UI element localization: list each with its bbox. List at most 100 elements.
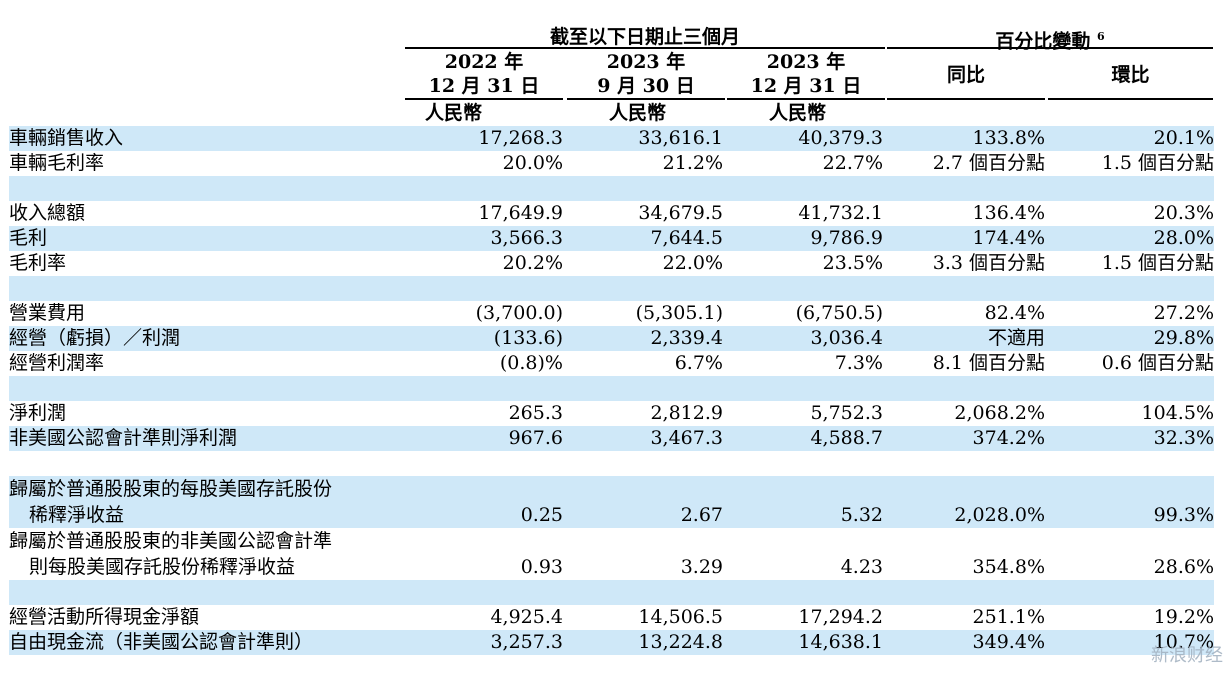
cell: 0.25 xyxy=(405,476,563,528)
col2-currency: 人民幣 xyxy=(609,102,667,124)
cell: 27.2% xyxy=(1153,302,1214,324)
cell: 3.29 xyxy=(680,556,723,578)
col2-rule xyxy=(567,98,725,100)
cell: 21.2% xyxy=(662,152,723,174)
spacer-row xyxy=(9,276,1214,301)
cell: 1.5 個百分點 xyxy=(1101,252,1214,274)
cell: 174.4% xyxy=(883,226,1045,251)
row-label: 收入總額 xyxy=(9,202,86,224)
row-label: 車輛銷售收入 xyxy=(9,126,405,151)
row-label: 經營活動所得現金淨額 xyxy=(9,606,200,628)
cell: 2.7 個百分點 xyxy=(932,152,1045,174)
cell: 32.3% xyxy=(1045,426,1214,451)
period-group-header: 截至以下日期止三個月 xyxy=(549,26,740,48)
cell: 20.3% xyxy=(1153,202,1214,224)
cell: 0.6 個百分點 xyxy=(1101,352,1214,374)
cell: 4,925.4 xyxy=(490,606,563,628)
cell: 3,036.4 xyxy=(723,326,883,351)
cell: 17,268.3 xyxy=(405,126,563,151)
cell: 7,644.5 xyxy=(563,226,723,251)
row-label-line2: 則每股美國存託股份稀釋淨收益 xyxy=(29,556,296,578)
cell: 349.4% xyxy=(883,630,1045,655)
row-label: 非美國公認會計準則淨利潤 xyxy=(9,426,405,451)
row-label: 自由現金流（非美國公認會計準則） xyxy=(9,630,405,655)
table-row: 自由現金流（非美國公認會計準則） 3,257.3 13,224.8 14,638… xyxy=(9,630,1214,655)
row-label: 歸屬於普通股股東的非美國公認會計準 則每股美國存託股份稀釋淨收益 xyxy=(9,528,405,580)
col1-year: 2022 年 xyxy=(444,51,524,73)
row-label: 經營（虧損）／利潤 xyxy=(9,326,405,351)
row-label: 毛利率 xyxy=(9,252,67,274)
cell: 28.0% xyxy=(1045,226,1214,251)
table-row: 歸屬於普通股股東的每股美國存託股份 稀釋淨收益 0.25 2.67 5.32 2,… xyxy=(9,476,1214,528)
cell: 34,679.5 xyxy=(638,202,723,224)
cell: 136.4% xyxy=(972,202,1045,224)
table-row: 收入總額 17,649.9 34,679.5 41,732.1 136.4% 2… xyxy=(9,201,1214,226)
cell: 20.0% xyxy=(502,152,563,174)
table-row: 毛利 3,566.3 7,644.5 9,786.9 174.4% 28.0% xyxy=(9,226,1214,251)
row-label: 歸屬於普通股股東的每股美國存託股份 稀釋淨收益 xyxy=(9,476,405,528)
table-row: 非美國公認會計準則淨利潤 967.6 3,467.3 4,588.7 374.2… xyxy=(9,426,1214,451)
cell: 133.8% xyxy=(883,126,1045,151)
table-row: 營業費用 (3,700.0) (5,305.1) (6,750.5) 82.4%… xyxy=(9,301,1214,326)
cell: 2,812.9 xyxy=(650,402,723,424)
cell: (0.8)% xyxy=(499,352,563,374)
watermark-logo: 新浪财经 xyxy=(1151,645,1223,666)
cell: 2,068.2% xyxy=(954,402,1045,424)
cell: 374.2% xyxy=(883,426,1045,451)
cell: 20.1% xyxy=(1045,126,1214,151)
table-row: 歸屬於普通股股東的非美國公認會計準 則每股美國存託股份稀釋淨收益 0.93 3.2… xyxy=(9,528,1214,580)
cell: 82.4% xyxy=(984,302,1045,324)
yoy-header: 同比 xyxy=(946,64,985,86)
col2-year: 2023 年 xyxy=(606,51,686,73)
cell: 4.23 xyxy=(840,556,883,578)
cell: 40,379.3 xyxy=(723,126,883,151)
cell: 41,732.1 xyxy=(798,202,883,224)
table-row: 經營活動所得現金淨額 4,925.4 14,506.5 17,294.2 251… xyxy=(9,605,1214,630)
cell: 23.5% xyxy=(822,252,883,274)
cell: 1.5 個百分點 xyxy=(1101,152,1214,174)
cell: 28.6% xyxy=(1153,556,1214,578)
table-row: 車輛毛利率 20.0% 21.2% 22.7% 2.7 個百分點 1.5 個百分… xyxy=(9,151,1214,176)
yoy-rule xyxy=(887,98,1045,100)
cell: (6,750.5) xyxy=(795,302,883,324)
cell: 4,588.7 xyxy=(723,426,883,451)
footnote-marker: 6 xyxy=(1096,30,1105,43)
cell: 967.6 xyxy=(405,426,563,451)
cell: (3,700.0) xyxy=(475,302,563,324)
cell: 不適用 xyxy=(883,326,1045,351)
cell: 7.3% xyxy=(834,352,883,374)
cell: 29.8% xyxy=(1045,326,1214,351)
cell: 3,467.3 xyxy=(563,426,723,451)
change-group-label: 百分比變動 xyxy=(995,30,1091,53)
financial-summary-table: 車輛銷售收入 17,268.3 33,616.1 40,379.3 133.8%… xyxy=(9,126,1214,655)
col1-date: 12 月 31 日 xyxy=(428,75,540,97)
cell: 22.0% xyxy=(662,252,723,274)
cell: 104.5% xyxy=(1141,402,1214,424)
table-row: 淨利潤 265.3 2,812.9 5,752.3 2,068.2% 104.5… xyxy=(9,401,1214,426)
row-label: 毛利 xyxy=(9,226,405,251)
cell: 3,257.3 xyxy=(405,630,563,655)
col3-currency: 人民幣 xyxy=(769,102,827,124)
cell: 19.2% xyxy=(1153,606,1214,628)
spacer-row xyxy=(9,580,1214,605)
table-row: 車輛銷售收入 17,268.3 33,616.1 40,379.3 133.8%… xyxy=(9,126,1214,151)
change-group-header: 百分比變動 6 xyxy=(887,26,1213,52)
row-label: 經營利潤率 xyxy=(9,352,105,374)
spacer-row xyxy=(9,451,1214,476)
cell: 99.3% xyxy=(1045,476,1214,528)
qoq-rule xyxy=(1048,98,1213,100)
table-row: 經營（虧損）／利潤 (133.6) 2,339.4 3,036.4 不適用 29… xyxy=(9,326,1214,351)
cell: 8.1 個百分點 xyxy=(932,352,1045,374)
spacer-row xyxy=(9,376,1214,401)
cell: 9,786.9 xyxy=(723,226,883,251)
change-group-rule xyxy=(887,47,1213,49)
row-label-line1: 歸屬於普通股股東的每股美國存託股份 xyxy=(9,478,333,500)
cell: 22.7% xyxy=(822,152,883,174)
spacer-row xyxy=(9,176,1214,201)
cell: 6.7% xyxy=(674,352,723,374)
cell: 33,616.1 xyxy=(563,126,723,151)
cell: 3,566.3 xyxy=(405,226,563,251)
period-group-rule xyxy=(405,47,885,49)
cell: 265.3 xyxy=(508,402,563,424)
cell: 5,752.3 xyxy=(810,402,883,424)
